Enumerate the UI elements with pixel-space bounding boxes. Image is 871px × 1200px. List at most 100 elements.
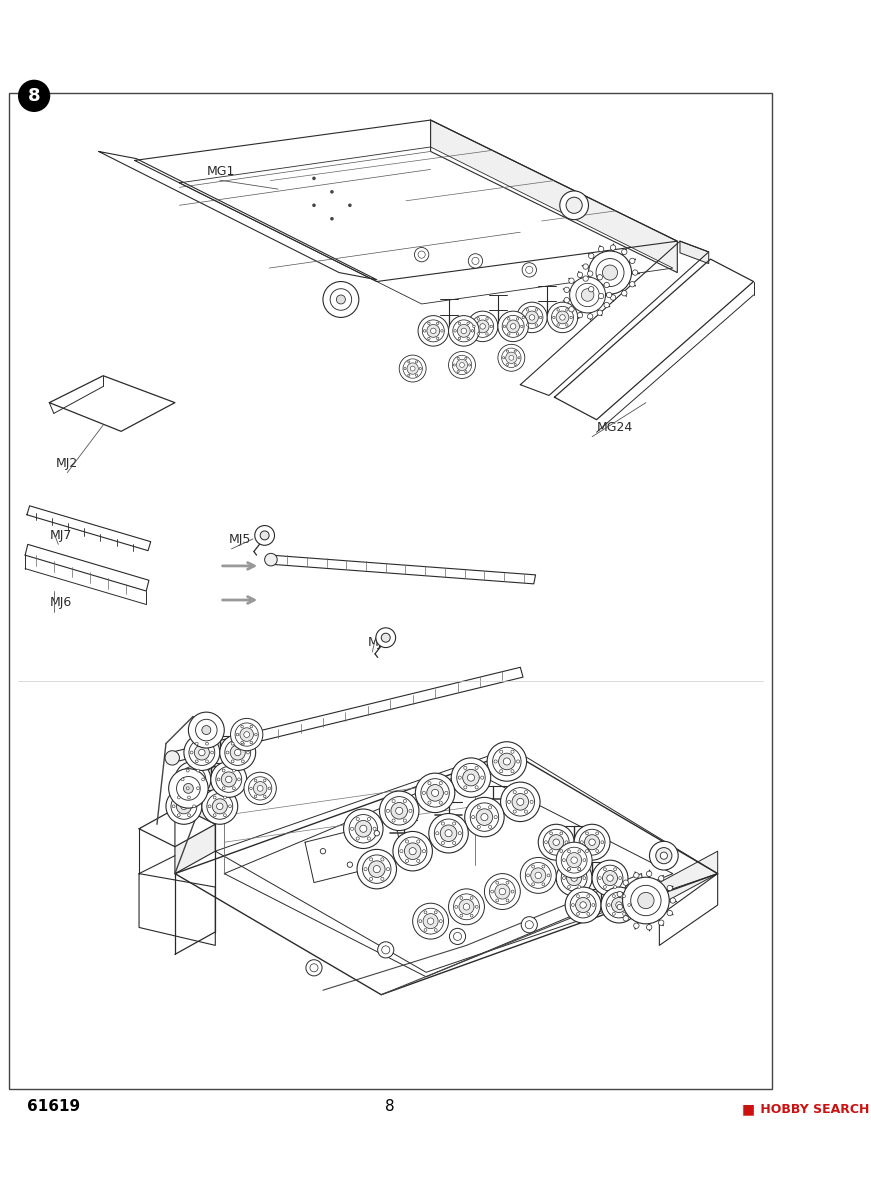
Circle shape — [461, 328, 467, 334]
Circle shape — [511, 750, 514, 754]
Circle shape — [481, 814, 488, 821]
Circle shape — [465, 371, 467, 373]
Circle shape — [422, 791, 425, 794]
Circle shape — [368, 860, 385, 877]
Circle shape — [470, 896, 473, 899]
Circle shape — [458, 322, 461, 324]
Circle shape — [549, 835, 564, 850]
Circle shape — [493, 748, 521, 775]
Circle shape — [181, 778, 184, 781]
Circle shape — [435, 929, 437, 931]
Text: ■: ■ — [742, 1103, 755, 1116]
Circle shape — [634, 872, 639, 878]
Circle shape — [525, 920, 533, 929]
Circle shape — [506, 364, 509, 366]
Circle shape — [526, 324, 529, 326]
Circle shape — [598, 865, 623, 892]
Circle shape — [230, 745, 246, 760]
Circle shape — [392, 799, 395, 803]
Circle shape — [373, 827, 376, 830]
Circle shape — [577, 850, 581, 853]
Circle shape — [525, 311, 538, 324]
Circle shape — [454, 330, 456, 332]
Circle shape — [607, 875, 613, 881]
Circle shape — [458, 337, 461, 340]
Circle shape — [235, 722, 259, 746]
Circle shape — [436, 337, 439, 340]
Circle shape — [535, 308, 537, 311]
Circle shape — [187, 796, 191, 799]
Circle shape — [502, 348, 521, 367]
Circle shape — [471, 816, 475, 818]
Circle shape — [165, 751, 179, 766]
Circle shape — [544, 829, 569, 856]
Circle shape — [463, 769, 479, 786]
Circle shape — [403, 359, 422, 378]
Circle shape — [312, 176, 316, 180]
Circle shape — [240, 725, 243, 728]
Circle shape — [498, 344, 525, 371]
Circle shape — [618, 877, 622, 880]
Circle shape — [250, 742, 253, 744]
Circle shape — [565, 308, 568, 311]
Circle shape — [587, 912, 590, 916]
Circle shape — [467, 337, 469, 340]
Circle shape — [336, 295, 346, 304]
Circle shape — [211, 751, 213, 754]
Circle shape — [250, 725, 253, 728]
Circle shape — [469, 364, 470, 366]
Circle shape — [484, 874, 520, 910]
Circle shape — [560, 850, 563, 852]
Circle shape — [374, 865, 381, 872]
Circle shape — [477, 805, 481, 809]
Circle shape — [330, 190, 334, 193]
Circle shape — [190, 776, 196, 782]
Circle shape — [217, 803, 223, 810]
Circle shape — [404, 842, 421, 859]
Circle shape — [253, 781, 267, 796]
Circle shape — [202, 788, 238, 824]
Circle shape — [233, 787, 235, 790]
Circle shape — [490, 878, 516, 905]
Circle shape — [557, 842, 592, 878]
Circle shape — [583, 276, 588, 281]
Circle shape — [607, 904, 611, 906]
Circle shape — [589, 287, 594, 292]
Circle shape — [604, 868, 606, 871]
Circle shape — [457, 371, 459, 373]
Circle shape — [225, 739, 251, 766]
Circle shape — [660, 852, 667, 859]
Circle shape — [192, 805, 196, 808]
Circle shape — [381, 858, 384, 860]
Circle shape — [622, 290, 627, 296]
Circle shape — [596, 832, 598, 835]
Circle shape — [527, 874, 530, 877]
Circle shape — [408, 361, 410, 362]
Circle shape — [611, 898, 626, 912]
Circle shape — [490, 325, 492, 328]
Text: 61619: 61619 — [27, 1099, 80, 1115]
Text: MG1: MG1 — [206, 166, 234, 179]
Circle shape — [589, 251, 631, 294]
Circle shape — [439, 781, 442, 785]
Circle shape — [231, 743, 234, 745]
Circle shape — [658, 876, 664, 881]
Circle shape — [217, 778, 220, 781]
Circle shape — [442, 822, 444, 826]
Circle shape — [506, 352, 517, 364]
Circle shape — [496, 899, 499, 902]
Circle shape — [539, 316, 542, 319]
Circle shape — [469, 253, 483, 268]
Circle shape — [598, 275, 603, 280]
Circle shape — [550, 850, 552, 852]
Circle shape — [623, 880, 629, 886]
Circle shape — [517, 318, 519, 320]
Circle shape — [480, 324, 485, 329]
Circle shape — [224, 796, 226, 799]
Circle shape — [517, 798, 523, 805]
Circle shape — [404, 367, 406, 370]
Circle shape — [535, 324, 537, 326]
Circle shape — [330, 289, 352, 311]
Circle shape — [531, 883, 535, 886]
Circle shape — [409, 847, 416, 854]
